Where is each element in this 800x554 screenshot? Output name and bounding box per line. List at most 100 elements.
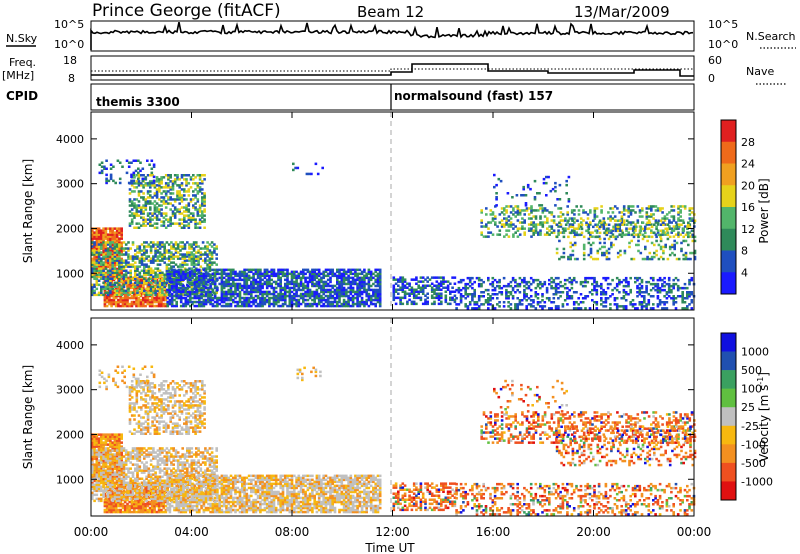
heatmap-cell <box>557 225 560 228</box>
heatmap-cell <box>329 292 332 296</box>
heatmap-cell <box>539 215 542 218</box>
heatmap-cell <box>354 290 357 294</box>
heatmap-cell <box>203 204 206 207</box>
heatmap-cell <box>505 211 508 214</box>
heatmap-cell <box>146 222 150 225</box>
heatmap-cell <box>229 304 233 308</box>
heatmap-cell <box>250 286 253 290</box>
heatmap-cell <box>529 305 533 308</box>
heatmap-cell <box>164 214 168 217</box>
heatmap-cell <box>550 276 553 280</box>
heatmap-cell <box>268 280 271 284</box>
heatmap-cell <box>277 274 280 278</box>
heatmap-cell <box>281 268 285 272</box>
heatmap-cell <box>162 296 165 300</box>
heatmap-cell <box>392 288 396 291</box>
heatmap-cell <box>403 292 407 295</box>
heatmap-cell <box>331 284 334 288</box>
heatmap-cell <box>152 259 155 262</box>
heatmap-cell <box>473 295 476 298</box>
heatmap-cell <box>480 225 483 228</box>
heatmap-cell <box>162 202 166 205</box>
heatmap-cell <box>570 278 574 282</box>
heatmap-cell <box>571 219 575 222</box>
heatmap-cell <box>507 225 511 228</box>
heatmap-cell <box>593 301 596 304</box>
heatmap-cell <box>192 198 195 201</box>
heatmap-cell <box>600 221 603 224</box>
heatmap-cell <box>102 243 105 246</box>
heatmap-cell <box>164 302 168 306</box>
heatmap-cell <box>209 296 212 300</box>
heatmap-cell <box>548 211 551 214</box>
heatmap-cell <box>537 231 540 234</box>
heatmap-cell <box>211 272 215 276</box>
heatmap-cell <box>120 235 123 238</box>
heatmap-cell <box>372 276 375 280</box>
heatmap-cell <box>164 226 168 229</box>
heatmap-cell <box>145 293 148 297</box>
heatmap-cell <box>191 290 194 294</box>
heatmap-cell <box>532 223 535 226</box>
heatmap-cell <box>603 221 606 224</box>
heatmap-cell <box>93 247 96 250</box>
heatmap-cell <box>688 293 691 296</box>
heatmap-cell <box>274 282 278 286</box>
heatmap-cell <box>210 253 214 256</box>
heatmap-cell <box>200 288 203 292</box>
heatmap-cell <box>93 241 96 244</box>
heatmap-cell <box>498 291 501 294</box>
heatmap-cell <box>543 301 547 304</box>
heatmap-cell <box>97 241 101 244</box>
heatmap-cell <box>93 235 96 238</box>
heatmap-cell <box>163 281 166 285</box>
heatmap-cell <box>607 257 611 261</box>
heatmap-cell <box>358 282 362 286</box>
heatmap-cell <box>142 296 145 300</box>
heatmap-cell <box>254 272 258 276</box>
heatmap-cell <box>265 292 269 296</box>
heatmap-cell <box>100 247 103 250</box>
heatmap-cell <box>120 261 123 264</box>
heatmap-cell <box>118 271 121 275</box>
heatmap-cell <box>197 249 200 252</box>
heatmap-cell <box>189 218 193 221</box>
heatmap-cell <box>100 275 103 279</box>
heatmap-cell <box>664 243 667 247</box>
heatmap-cell <box>187 182 191 185</box>
heatmap-cell <box>367 298 371 302</box>
heatmap-cell <box>644 231 647 235</box>
heatmap-cell <box>115 237 119 240</box>
heatmap-cell <box>198 188 202 191</box>
heatmap-cell <box>426 284 429 287</box>
heatmap-cell <box>181 265 184 268</box>
heatmap-cell <box>93 273 96 277</box>
heatmap-cell <box>340 292 344 296</box>
heatmap-cell <box>654 284 657 288</box>
heatmap-cell <box>536 293 540 296</box>
heatmap-cell <box>142 212 145 215</box>
heatmap-cell <box>206 245 209 248</box>
heatmap-cell <box>683 297 687 300</box>
heatmap-cell <box>127 255 130 258</box>
heatmap-cell <box>656 303 660 306</box>
heatmap-cell <box>509 291 513 294</box>
heatmap-cell <box>561 213 565 216</box>
heatmap-cell <box>166 276 169 280</box>
heatmap-cell <box>198 190 202 193</box>
heatmap-cell <box>168 284 172 288</box>
heatmap-cell <box>649 288 653 292</box>
heatmap-cell <box>207 294 210 298</box>
heatmap-cell <box>378 268 382 272</box>
heatmap-cell <box>322 280 325 284</box>
heatmap-cell <box>232 300 235 304</box>
heatmap-cell <box>164 206 168 209</box>
heatmap-cell <box>281 286 285 290</box>
heatmap-cell <box>193 272 197 276</box>
heatmap-cell <box>320 284 323 288</box>
heatmap-cell <box>189 300 192 304</box>
heatmap-cell <box>184 304 188 308</box>
heatmap-cell <box>120 287 123 291</box>
heatmap-cell <box>151 212 154 215</box>
heatmap-cell <box>358 280 362 284</box>
